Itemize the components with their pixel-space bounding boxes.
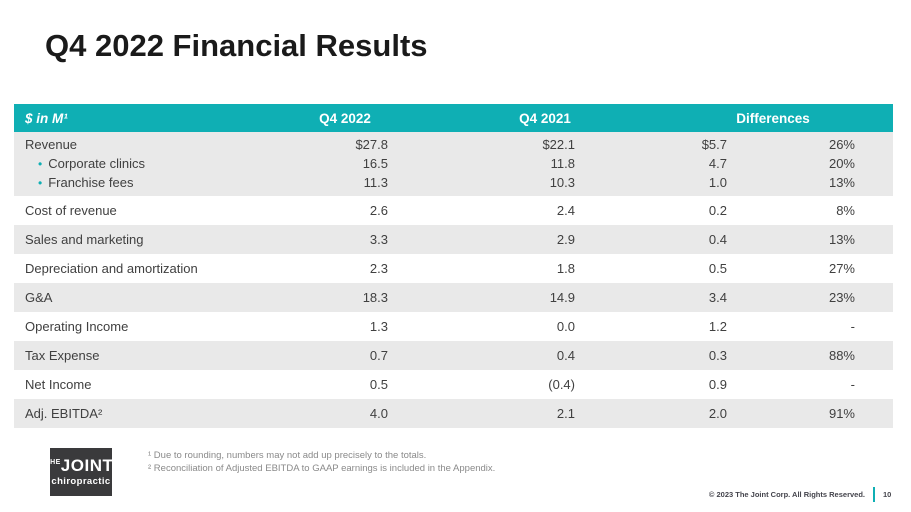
value-q4-2021: 2.9 xyxy=(556,232,575,247)
bullet-icon: • xyxy=(38,176,43,190)
page-title: Q4 2022 Financial Results xyxy=(45,28,428,63)
table-row: • Corporate clinics 16.5 11.8 4.7 20% xyxy=(14,154,855,173)
row-label: G&A xyxy=(25,290,53,305)
value-q4-2022: 18.3 xyxy=(362,290,388,305)
bullet-icon: • xyxy=(38,157,43,171)
value-q4-2021: $22.1 xyxy=(542,137,575,152)
value-q4-2022: 1.3 xyxy=(369,319,388,334)
value-diff-percent: - xyxy=(850,377,855,392)
row-label-text: Corporate clinics xyxy=(48,156,146,171)
value-diff-percent: 8% xyxy=(836,203,855,218)
value-q4-2022: 0.7 xyxy=(369,348,388,363)
header-q4-2022: Q4 2022 xyxy=(319,110,371,126)
footer-divider xyxy=(873,487,875,502)
table-row: Cost of revenue 2.6 2.4 0.2 8% xyxy=(14,196,893,225)
value-diff-percent: 23% xyxy=(828,290,855,305)
company-logo: THE JOINT. chiropractic xyxy=(45,448,116,496)
header-metric-label: $ in M¹ xyxy=(25,110,68,126)
value-q4-2021: 0.4 xyxy=(556,348,575,363)
value-diff-dollar: $5.7 xyxy=(701,137,727,152)
header-differences: Differences xyxy=(736,110,810,126)
value-q4-2022: 11.3 xyxy=(363,175,388,190)
table-row: Operating Income 1.3 0.0 1.2 - xyxy=(14,312,893,341)
value-diff-dollar: 2.0 xyxy=(708,406,727,421)
footnote-2: ² Reconciliation of Adjusted EBITDA to G… xyxy=(148,462,496,474)
row-label: Operating Income xyxy=(25,319,129,334)
value-diff-dollar: 0.4 xyxy=(708,232,727,247)
value-q4-2022: 4.0 xyxy=(369,406,388,421)
value-diff-dollar: 4.7 xyxy=(708,156,727,171)
row-label: Tax Expense xyxy=(25,348,100,363)
logo-chiropractic-text: chiropractic xyxy=(51,476,111,488)
page-number: 10 xyxy=(883,490,892,499)
value-diff-dollar: 0.5 xyxy=(708,261,727,276)
value-q4-2021: (0.4) xyxy=(548,377,575,392)
value-diff-dollar: 3.4 xyxy=(708,290,727,305)
logo-joint-text: JOINT. xyxy=(60,456,117,476)
row-label: Adj. EBITDA² xyxy=(25,406,103,421)
footnotes: ¹ Due to rounding, numbers may not add u… xyxy=(148,450,495,475)
table-row: Depreciation and amortization 2.3 1.8 0.… xyxy=(14,254,893,283)
value-diff-percent: 13% xyxy=(828,232,855,247)
value-q4-2022: 2.6 xyxy=(369,203,388,218)
table-row: G&A 18.3 14.9 3.4 23% xyxy=(14,283,893,312)
table-row: Adj. EBITDA² 4.0 2.1 2.0 91% xyxy=(14,399,893,428)
value-diff-dollar: 0.2 xyxy=(708,203,727,218)
table-header-row: $ in M¹ Q4 2022 Q4 2021 Differences xyxy=(14,104,893,132)
value-diff-dollar: 1.2 xyxy=(708,319,727,334)
value-q4-2021: 14.9 xyxy=(549,290,575,305)
value-diff-percent: 88% xyxy=(828,348,855,363)
slide-footer: © 2023 The Joint Corp. All Rights Reserv… xyxy=(0,487,897,502)
value-diff-dollar: 1.0 xyxy=(708,175,727,190)
footnote-1: ¹ Due to rounding, numbers may not add u… xyxy=(148,450,427,461)
value-diff-dollar: 0.9 xyxy=(708,377,727,392)
value-diff-percent: 27% xyxy=(828,261,855,276)
table-row: • Franchise fees 11.3 10.3 1.0 13% xyxy=(14,173,855,192)
header-q4-2021: Q4 2021 xyxy=(519,110,571,126)
logo-the-text: THE xyxy=(45,459,61,467)
value-diff-dollar: 0.3 xyxy=(708,348,727,363)
row-label: Cost of revenue xyxy=(25,203,117,218)
logo-wordmark: THE JOINT. xyxy=(45,457,116,474)
row-label: Revenue xyxy=(25,137,78,152)
row-label: • Franchise fees xyxy=(14,175,274,190)
row-label-text: Franchise fees xyxy=(48,175,134,190)
value-q4-2021: 2.4 xyxy=(556,203,575,218)
revenue-group: Revenue $27.8 $22.1 $5.7 26% • Corporate … xyxy=(14,132,893,196)
value-q4-2022: 16.5 xyxy=(362,156,388,171)
table-row: Net Income 0.5 (0.4) 0.9 - xyxy=(14,370,893,399)
table-row: Tax Expense 0.7 0.4 0.3 88% xyxy=(14,341,893,370)
value-diff-percent: - xyxy=(850,319,855,334)
value-q4-2021: 2.1 xyxy=(556,406,575,421)
row-label: Sales and marketing xyxy=(25,232,144,247)
value-diff-percent: 26% xyxy=(828,137,855,152)
row-label: Net Income xyxy=(25,377,92,392)
table-row: Revenue $27.8 $22.1 $5.7 26% xyxy=(14,135,855,154)
row-label: Depreciation and amortization xyxy=(25,261,198,276)
value-diff-percent: 20% xyxy=(828,156,855,171)
value-q4-2022: 0.5 xyxy=(369,377,388,392)
row-label: • Corporate clinics xyxy=(14,156,274,171)
table-row: Sales and marketing 3.3 2.9 0.4 13% xyxy=(14,225,893,254)
value-q4-2021: 0.0 xyxy=(556,319,575,334)
value-q4-2021: 10.3 xyxy=(549,175,575,190)
value-q4-2022: 2.3 xyxy=(369,261,388,276)
value-q4-2021: 1.8 xyxy=(556,261,575,276)
value-q4-2022: $27.8 xyxy=(355,137,388,152)
financial-table: $ in M¹ Q4 2022 Q4 2021 Differences Reve… xyxy=(14,104,893,428)
value-q4-2021: 11.8 xyxy=(550,156,575,171)
value-q4-2022: 3.3 xyxy=(369,232,388,247)
value-diff-percent: 13% xyxy=(828,175,855,190)
value-diff-percent: 91% xyxy=(828,406,855,421)
table-body: Cost of revenue 2.6 2.4 0.2 8% Sales and… xyxy=(14,196,893,428)
copyright-text: © 2023 The Joint Corp. All Rights Reserv… xyxy=(708,490,865,499)
